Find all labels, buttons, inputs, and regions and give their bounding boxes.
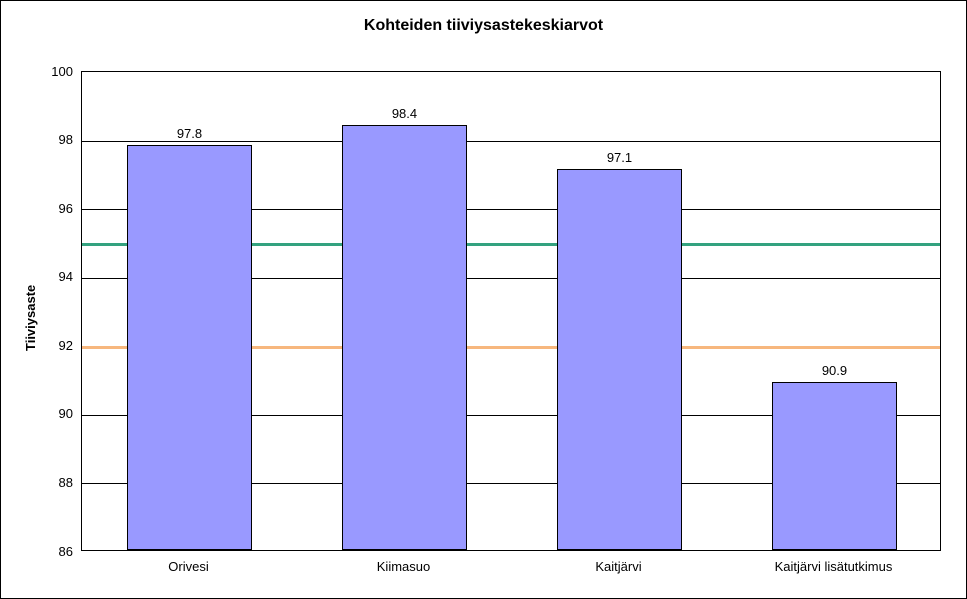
bar-value-label: 98.4 (342, 106, 467, 121)
bar (342, 125, 467, 550)
chart-title: Kohteiden tiiviysastekeskiarvot (1, 17, 966, 35)
bar-value-label: 97.1 (557, 150, 682, 165)
bar (772, 382, 897, 550)
y-tick-label: 94 (33, 269, 73, 284)
x-tick-label: Kiimasuo (304, 559, 504, 574)
chart-container: Kohteiden tiiviysastekeskiarvot Tiiviysa… (0, 0, 967, 599)
bar-value-label: 90.9 (772, 363, 897, 378)
bar (127, 145, 252, 550)
y-tick-label: 100 (33, 64, 73, 79)
bar (557, 169, 682, 550)
y-tick-label: 88 (33, 475, 73, 490)
y-tick-label: 92 (33, 338, 73, 353)
x-tick-label: Orivesi (89, 559, 289, 574)
x-tick-label: Kaitjärvi (519, 559, 719, 574)
y-tick-label: 86 (33, 544, 73, 559)
x-tick-label: Kaitjärvi lisätutkimus (734, 559, 934, 574)
y-tick-label: 90 (33, 406, 73, 421)
plot-area: 97.8 98.4 97.1 90.9 (81, 71, 941, 551)
y-tick-label: 96 (33, 201, 73, 216)
y-tick-label: 98 (33, 132, 73, 147)
bar-value-label: 97.8 (127, 126, 252, 141)
